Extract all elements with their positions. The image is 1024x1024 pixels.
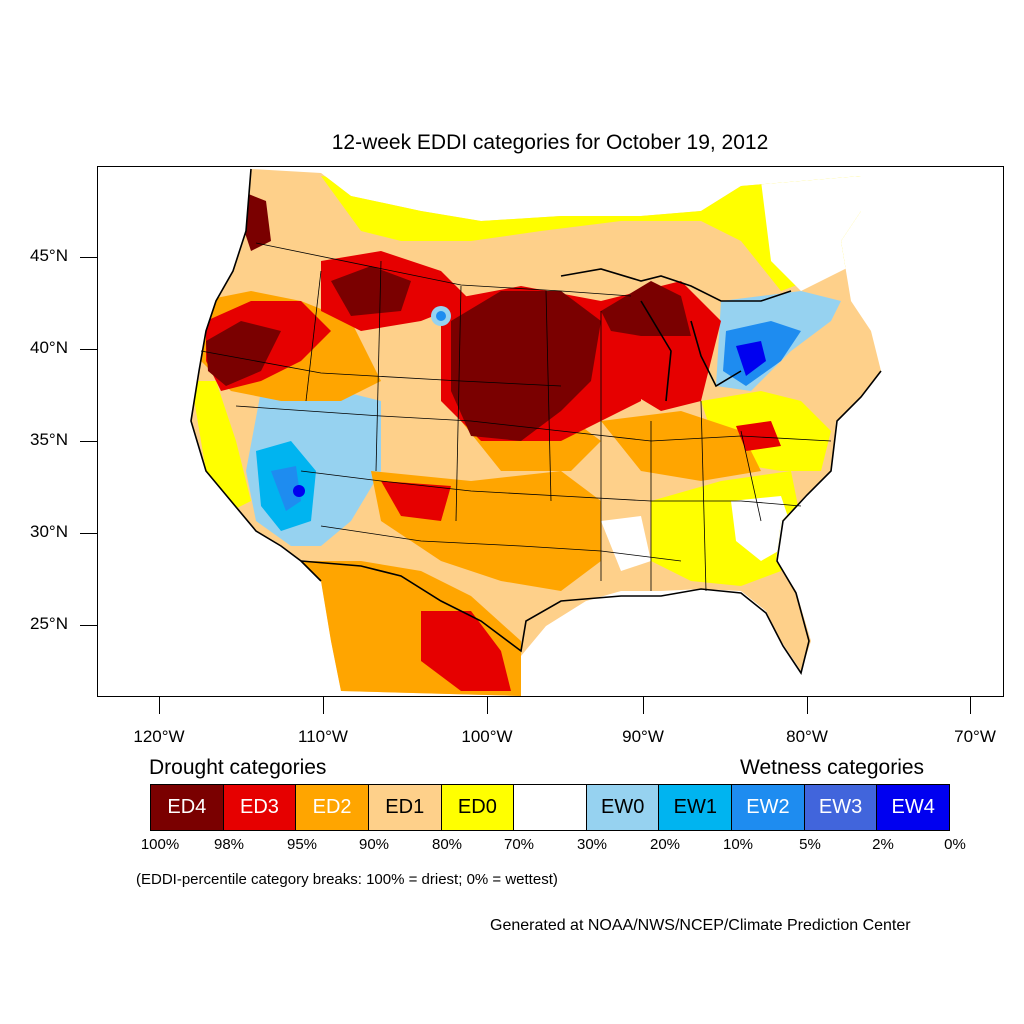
legend-cell-ew0: EW0 bbox=[586, 785, 660, 830]
eddi-map-canvas bbox=[190, 168, 882, 696]
legend-wetness-heading: Wetness categories bbox=[740, 756, 925, 779]
lon-label-70: 70°W bbox=[954, 727, 996, 746]
legend-drought-heading: Drought categories bbox=[149, 756, 327, 779]
lon-label-110: 110°W bbox=[298, 727, 348, 746]
map-title: 12-week EDDI categories for October 19, … bbox=[331, 131, 769, 154]
lat-tick-45 bbox=[80, 257, 97, 258]
legend-break-70: 70% bbox=[503, 836, 535, 853]
legend-cell-ed1: ED1 bbox=[368, 785, 442, 830]
legend-cell-ew4: EW4 bbox=[877, 785, 950, 830]
legend-cell-ed2: ED2 bbox=[296, 785, 369, 830]
legend-cell-ed0: ED0 bbox=[441, 785, 515, 830]
lon-tick-100 bbox=[487, 697, 488, 714]
eddi-category-fill bbox=[191, 169, 881, 696]
lat-tick-40 bbox=[80, 349, 97, 350]
lat-label-25: 25°N bbox=[30, 614, 68, 633]
legend-break-10: 10% bbox=[722, 836, 754, 853]
legend-cell-ed3: ED3 bbox=[223, 785, 297, 830]
legend-cell-ew2: EW2 bbox=[732, 785, 805, 830]
legend-break-100: 100% bbox=[140, 836, 180, 853]
legend-break-2: 2% bbox=[872, 836, 894, 853]
legend-break-5: 5% bbox=[799, 836, 821, 853]
legend-cell-ew1: EW1 bbox=[659, 785, 733, 830]
legend-cell-ew3: EW3 bbox=[804, 785, 878, 830]
legend-cell-normal bbox=[514, 785, 587, 830]
state-borders bbox=[200, 242, 832, 592]
lat-label-40: 40°N bbox=[30, 338, 68, 357]
lat-tick-30 bbox=[80, 533, 97, 534]
legend-break-98: 98% bbox=[213, 836, 245, 853]
legend-break-95: 95% bbox=[286, 836, 318, 853]
lat-label-30: 30°N bbox=[30, 522, 68, 541]
legend-cell-ed4: ED4 bbox=[151, 785, 224, 830]
lon-tick-90 bbox=[643, 697, 644, 714]
legend-break-0: 0% bbox=[944, 836, 966, 853]
coastline-outline bbox=[190, 168, 882, 675]
lon-tick-110 bbox=[323, 697, 324, 714]
credit-line: Generated at NOAA/NWS/NCEP/Climate Predi… bbox=[490, 917, 911, 934]
legend-colorbar: ED4 ED3 ED2 ED1 ED0 EW0 EW1 EW2 EW3 EW4 bbox=[150, 784, 950, 831]
lat-label-35: 35°N bbox=[30, 430, 68, 449]
legend-break-30: 30% bbox=[576, 836, 608, 853]
legend-break-20: 20% bbox=[649, 836, 681, 853]
lon-label-120: 120°W bbox=[133, 727, 185, 746]
lon-label-90: 90°W bbox=[622, 727, 664, 746]
lat-tick-35 bbox=[80, 441, 97, 442]
lon-tick-70 bbox=[970, 697, 971, 714]
eddi-map bbox=[97, 166, 1004, 697]
lon-label-80: 80°W bbox=[786, 727, 828, 746]
lat-label-45: 45°N bbox=[30, 246, 68, 265]
lat-tick-25 bbox=[80, 625, 97, 626]
category-note: (EDDI-percentile category breaks: 100% =… bbox=[136, 871, 558, 888]
legend-break-90: 90% bbox=[358, 836, 390, 853]
lon-tick-120 bbox=[159, 697, 160, 714]
legend-break-80: 80% bbox=[431, 836, 463, 853]
lon-tick-80 bbox=[807, 697, 808, 714]
lon-label-100: 100°W bbox=[461, 727, 513, 746]
